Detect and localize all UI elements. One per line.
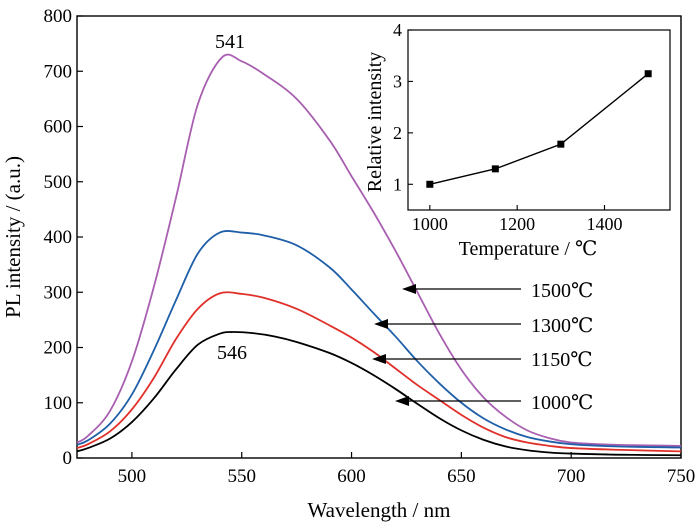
main-series-group [76, 53, 682, 457]
inset-y-tick-label: 2 [393, 123, 402, 143]
x-tick-label: 500 [118, 466, 147, 487]
inset-x-tick-label: 1000 [412, 214, 448, 234]
inset-x-axis: 1000 1200 1400 [412, 205, 623, 234]
inset-data-point [491, 165, 499, 173]
legend-label-1300: 1300℃ [531, 315, 593, 337]
y-tick-label: 200 [44, 338, 73, 359]
main-x-axis: 500 550 600 650 700 750 [118, 452, 696, 487]
spectrum-line-1300℃ [76, 230, 682, 449]
main-x-axis-title: Wavelength / nm [308, 498, 451, 522]
legend-arrow-head [395, 396, 409, 406]
y-tick-label: 700 [44, 61, 73, 82]
y-tick-label: 0 [63, 448, 73, 469]
legend-arrow-head [402, 284, 416, 294]
y-tick-label: 600 [44, 117, 73, 138]
spectrum-line-1150℃ [76, 291, 682, 453]
inset-y-tick-label: 3 [393, 71, 402, 91]
x-tick-label: 700 [557, 466, 586, 487]
x-tick-label: 600 [337, 466, 366, 487]
inset-y-tick-label: 4 [393, 20, 402, 40]
inset-series-group [426, 70, 652, 188]
legend-label-1500: 1500℃ [531, 280, 593, 302]
inset-plot-area [407, 29, 671, 211]
legend-arrow-head [374, 319, 388, 329]
y-tick-label: 500 [44, 172, 73, 193]
inset-data-point [557, 140, 565, 148]
inset-data-point [644, 70, 652, 78]
x-tick-label: 550 [227, 466, 256, 487]
x-tick-label: 650 [447, 466, 476, 487]
inset-x-axis-title: Temperature / ℃ [459, 238, 598, 260]
inset-relative-intensity-line [429, 73, 649, 185]
legend-arrow-head [372, 354, 386, 364]
main-y-axis: 0 100 200 300 400 500 600 700 800 [44, 6, 83, 469]
inset-y-tick-label: 1 [393, 174, 402, 194]
inset-y-axis: 1 2 3 4 [393, 20, 413, 194]
inset-y-axis-title: Relative intensity [364, 52, 386, 193]
peak-label-541: 541 [215, 31, 245, 53]
x-tick-label: 750 [667, 466, 696, 487]
main-y-axis-title: PL intensity / (a.u.) [1, 156, 25, 318]
inset-x-tick-label: 1200 [499, 214, 535, 234]
y-tick-label: 800 [44, 6, 73, 27]
y-tick-label: 300 [44, 282, 73, 303]
inset-data-point [426, 180, 434, 188]
spectrum-line-1000℃ [76, 331, 682, 457]
legend-arrows [372, 284, 521, 406]
y-tick-label: 400 [44, 227, 73, 248]
peak-label-546: 546 [217, 342, 247, 364]
spectrum-line-1500℃ [76, 53, 682, 447]
inset-x-tick-label: 1400 [587, 214, 623, 234]
legend-label-1150: 1150℃ [531, 349, 593, 371]
legend-label-1000: 1000℃ [531, 392, 593, 414]
y-tick-label: 100 [44, 393, 73, 414]
